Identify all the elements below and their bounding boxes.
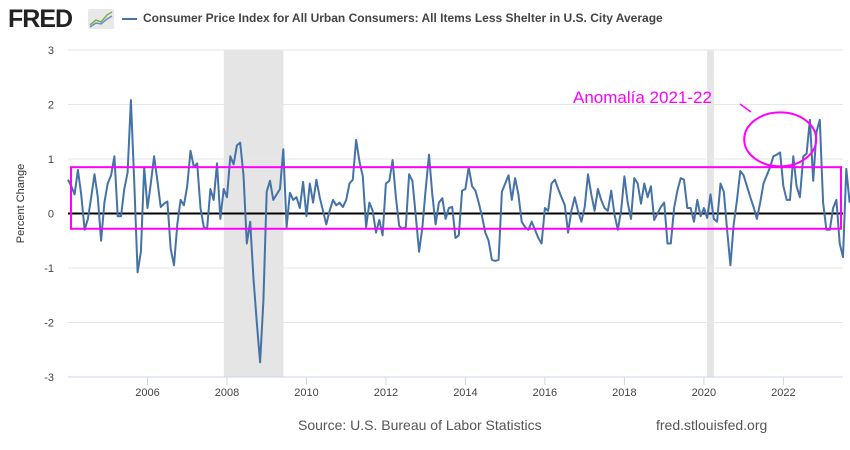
x-tick-label: 2008: [215, 387, 239, 399]
source-note: Source: U.S. Bureau of Labor Statistics: [298, 417, 542, 433]
fred-logo[interactable]: FRED: [8, 5, 73, 33]
grid-lines: [68, 49, 843, 323]
trend-lines-icon: [88, 9, 114, 29]
y-tick-label: 2: [48, 100, 54, 112]
x-tick-label: 2012: [374, 387, 398, 399]
legend-swatch[interactable]: [122, 18, 137, 20]
y-tick-label: -2: [44, 318, 54, 330]
y-tick-label: 1: [48, 154, 54, 166]
annotation-band-box: [70, 166, 842, 230]
x-tick-label: 2014: [453, 387, 477, 399]
chart-header: FRED Consumer Price Index for All Urban …: [0, 0, 850, 36]
site-link[interactable]: fred.stlouisfed.org: [656, 417, 768, 433]
y-tick-label: -3: [44, 372, 54, 384]
series-line[interactable]: [67, 99, 850, 364]
y-tick-label: 3: [48, 45, 54, 57]
x-tick-label: 2006: [135, 387, 159, 399]
annotation-ellipse: [743, 111, 818, 168]
y-tick-label: -1: [44, 263, 54, 275]
legend-label[interactable]: Consumer Price Index for All Urban Consu…: [143, 11, 663, 25]
annotation-label: Anomalía 2021-22: [573, 88, 712, 107]
annotation-pointer-line: [739, 103, 752, 113]
x-tick-label: 2020: [692, 387, 716, 399]
x-tick-label: 2016: [533, 387, 557, 399]
x-tick-label: 2022: [771, 387, 795, 399]
y-axis-ticks: -3 -2 -1 0 1 2 3: [44, 45, 54, 384]
y-axis-label: Percent Change: [15, 164, 27, 244]
y-tick-label: 0: [48, 209, 54, 221]
x-axis-ticks: 2006 2008 2010 2012 2014 2016 2018 2020 2022: [135, 377, 796, 399]
x-tick-label: 2010: [294, 387, 318, 399]
x-tick-label: 2018: [612, 387, 636, 399]
